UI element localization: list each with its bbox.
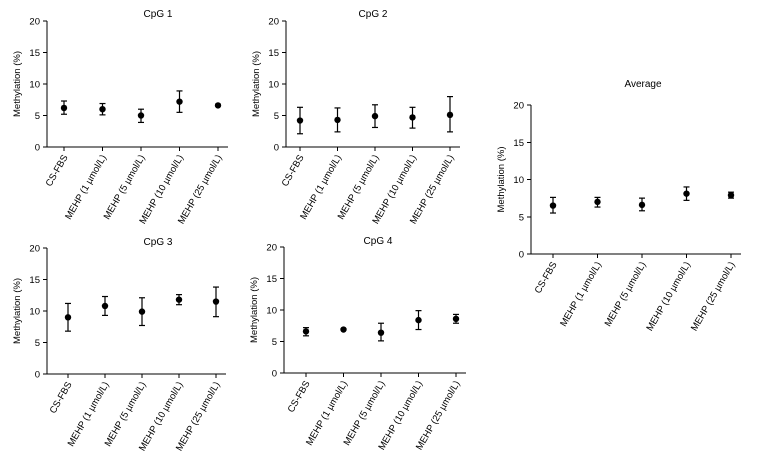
data-point xyxy=(638,201,646,209)
data-point xyxy=(176,98,183,105)
y-tick-label: 0 xyxy=(274,143,279,154)
y-axis-label: Methylation (%) xyxy=(249,277,260,343)
data-point xyxy=(175,296,183,303)
chart-title: Average xyxy=(624,79,662,90)
data-point xyxy=(371,112,379,120)
data-point xyxy=(99,106,106,113)
data-point xyxy=(60,104,68,112)
x-tick-label: MEHP (10 µmol/L) xyxy=(644,260,693,333)
data-point xyxy=(64,314,72,321)
y-tick-label: 15 xyxy=(513,138,524,149)
y-tick-label: 0 xyxy=(519,250,524,261)
x-tick-label: MEHP (5 µmol/L) xyxy=(102,153,148,222)
y-tick-label: 15 xyxy=(29,275,40,286)
y-tick-label: 5 xyxy=(519,212,524,223)
y-tick-label: 20 xyxy=(268,17,279,28)
data-point xyxy=(340,326,347,333)
data-point xyxy=(377,329,385,336)
chart-title: CpG 3 xyxy=(144,237,173,248)
data-point xyxy=(446,111,454,119)
x-tick-label: MEHP (5 µmol/L) xyxy=(336,153,382,222)
data-point xyxy=(214,102,222,109)
data-point xyxy=(334,116,341,124)
y-tick-label: 20 xyxy=(29,17,40,28)
y-tick-label: 10 xyxy=(268,80,279,91)
x-tick-label: MEHP (1 µmol/L) xyxy=(298,153,344,222)
x-tick-label: MEHP (5 µmol/L) xyxy=(342,379,388,448)
x-tick-label: MEHP (25 µmol/L) xyxy=(689,260,738,333)
data-point xyxy=(296,117,304,124)
x-tick-label: MEHP (1 µmol/L) xyxy=(558,260,604,329)
y-tick-label: 5 xyxy=(274,111,279,122)
x-tick-label: MEHP (1 µmol/L) xyxy=(304,379,350,448)
data-point xyxy=(415,316,422,324)
y-tick-label: 0 xyxy=(272,369,277,380)
data-point xyxy=(594,198,601,206)
data-point xyxy=(137,112,145,119)
y-tick-label: 10 xyxy=(29,80,40,91)
chart-title: CpG 4 xyxy=(364,236,393,247)
y-axis-label: Methylation (%) xyxy=(251,51,262,117)
y-tick-label: 10 xyxy=(29,307,40,318)
data-point xyxy=(409,114,416,121)
x-tick-label: CS-FBS xyxy=(286,379,313,415)
x-tick-label: CS-FBS xyxy=(280,153,307,189)
data-point xyxy=(212,298,220,305)
x-tick-label: CS-FBS xyxy=(44,153,71,189)
data-point xyxy=(549,202,557,209)
y-tick-label: 5 xyxy=(272,337,277,348)
y-tick-label: 0 xyxy=(35,143,40,154)
y-tick-label: 20 xyxy=(266,243,277,254)
y-tick-label: 10 xyxy=(513,175,524,186)
y-tick-label: 0 xyxy=(35,370,40,381)
data-point xyxy=(101,302,109,310)
x-tick-label: CS-FBS xyxy=(533,260,560,296)
y-axis-label: Methylation (%) xyxy=(12,278,23,344)
y-tick-label: 15 xyxy=(266,274,277,285)
x-tick-label: MEHP (5 µmol/L) xyxy=(603,260,649,329)
y-axis-label: Methylation (%) xyxy=(496,147,507,213)
y-tick-label: 10 xyxy=(266,306,277,317)
y-tick-label: 15 xyxy=(268,48,279,59)
y-tick-label: 15 xyxy=(29,48,40,59)
data-point xyxy=(683,190,690,197)
x-tick-label: MEHP (1 µmol/L) xyxy=(63,153,109,222)
y-tick-label: 20 xyxy=(513,101,524,112)
y-axis-label: Methylation (%) xyxy=(12,51,23,117)
data-point xyxy=(727,191,735,199)
y-tick-label: 5 xyxy=(35,111,40,122)
x-tick-label: MEHP (25 µmol/L) xyxy=(176,153,225,226)
data-point xyxy=(452,315,460,323)
chart-title: CpG 2 xyxy=(359,9,388,20)
data-point xyxy=(302,328,310,335)
y-tick-label: 5 xyxy=(35,338,40,349)
chart-title: CpG 1 xyxy=(144,9,173,20)
y-tick-label: 20 xyxy=(29,244,40,255)
data-point xyxy=(138,308,146,315)
x-tick-label: CS-FBS xyxy=(48,380,75,416)
